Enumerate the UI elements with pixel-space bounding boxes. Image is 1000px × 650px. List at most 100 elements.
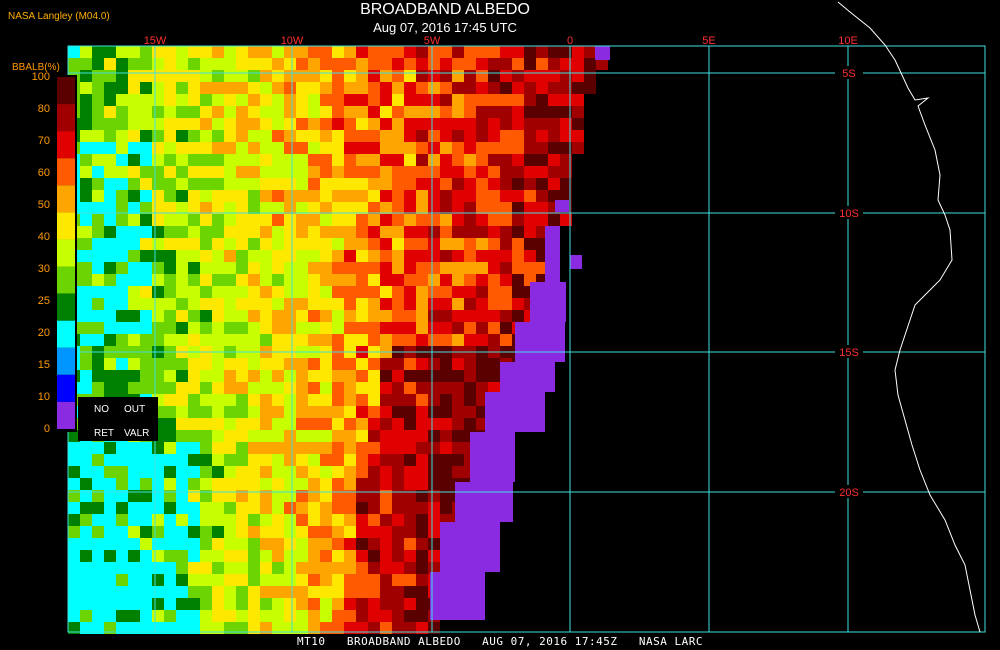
albedo-cell: [356, 370, 368, 382]
albedo-cell: [416, 286, 428, 298]
albedo-cell: [296, 118, 308, 130]
albedo-cell: [176, 214, 188, 226]
albedo-cell: [212, 418, 224, 430]
albedo-cell: [392, 394, 404, 406]
albedo-cell: [320, 286, 332, 298]
albedo-cell: [152, 466, 164, 478]
albedo-cell: [404, 58, 416, 70]
albedo-cell: [404, 154, 416, 166]
albedo-cell: [476, 214, 488, 226]
albedo-cell: [296, 46, 308, 58]
albedo-cell: [440, 226, 452, 238]
albedo-cell: [80, 514, 92, 526]
albedo-cell: [104, 370, 116, 382]
albedo-cell: [248, 478, 260, 490]
albedo-cell: [224, 610, 236, 622]
albedo-cell: [320, 118, 332, 130]
albedo-cell: [416, 442, 428, 454]
albedo-cell: [260, 46, 272, 58]
albedo-cell: [236, 466, 248, 478]
albedo-cell: [368, 94, 380, 106]
albedo-cell: [224, 178, 236, 190]
albedo-cell: [548, 46, 560, 58]
albedo-cell: [140, 106, 152, 118]
albedo-cell: [404, 430, 416, 442]
albedo-cell: [224, 490, 236, 502]
albedo-cell: [260, 442, 272, 454]
albedo-cell: [116, 586, 128, 598]
albedo-cell: [524, 58, 536, 70]
albedo-cell: [344, 142, 356, 154]
albedo-cell: [188, 298, 200, 310]
albedo-cell: [188, 190, 200, 202]
no-retrieval-block: [500, 362, 555, 392]
albedo-cell: [392, 514, 404, 526]
albedo-cell: [368, 538, 380, 550]
albedo-cell: [392, 250, 404, 262]
albedo-cell: [212, 334, 224, 346]
albedo-cell: [392, 454, 404, 466]
albedo-cell: [344, 598, 356, 610]
albedo-cell: [428, 562, 440, 574]
albedo-cell: [440, 490, 452, 502]
albedo-cell: [80, 454, 92, 466]
albedo-cell: [212, 526, 224, 538]
albedo-cell: [308, 406, 320, 418]
albedo-cell: [488, 82, 500, 94]
albedo-cell: [464, 178, 476, 190]
albedo-cell: [320, 430, 332, 442]
albedo-cell: [164, 442, 176, 454]
albedo-cell: [164, 94, 176, 106]
albedo-cell: [248, 514, 260, 526]
albedo-cell: [80, 58, 92, 70]
albedo-cell: [260, 502, 272, 514]
albedo-cell: [92, 190, 104, 202]
albedo-cell: [128, 370, 140, 382]
albedo-cell: [380, 454, 392, 466]
albedo-cell: [116, 262, 128, 274]
albedo-cell: [236, 286, 248, 298]
albedo-cell: [248, 562, 260, 574]
albedo-cell: [500, 178, 512, 190]
albedo-cell: [452, 274, 464, 286]
albedo-cell: [332, 226, 344, 238]
albedo-cell: [404, 214, 416, 226]
albedo-cell: [236, 178, 248, 190]
albedo-cell: [356, 142, 368, 154]
albedo-cell: [272, 166, 284, 178]
albedo-cell: [152, 478, 164, 490]
albedo-cell: [104, 562, 116, 574]
colorbar-swatch: [57, 374, 75, 402]
albedo-cell: [404, 130, 416, 142]
albedo-cell: [272, 622, 284, 634]
albedo-cell: [92, 178, 104, 190]
albedo-cell: [536, 214, 548, 226]
albedo-cell: [248, 442, 260, 454]
albedo-cell: [152, 82, 164, 94]
albedo-cell: [92, 94, 104, 106]
albedo-cell: [68, 58, 80, 70]
albedo-cell: [392, 406, 404, 418]
albedo-cell: [260, 94, 272, 106]
albedo-cell: [356, 106, 368, 118]
albedo-cell: [488, 94, 500, 106]
albedo-cell: [512, 142, 524, 154]
albedo-cell: [320, 418, 332, 430]
albedo-cell: [152, 334, 164, 346]
albedo-cell: [452, 262, 464, 274]
no-retrieval-block: [430, 572, 485, 620]
albedo-cell: [440, 358, 452, 370]
albedo-cell: [152, 202, 164, 214]
albedo-cell: [440, 334, 452, 346]
albedo-cell: [128, 178, 140, 190]
albedo-cell: [332, 262, 344, 274]
albedo-cell: [332, 322, 344, 334]
albedo-cell: [368, 142, 380, 154]
albedo-cell: [488, 202, 500, 214]
albedo-cell: [428, 454, 440, 466]
albedo-cell: [104, 454, 116, 466]
albedo-cell: [260, 286, 272, 298]
albedo-cell: [284, 394, 296, 406]
albedo-cell: [212, 478, 224, 490]
